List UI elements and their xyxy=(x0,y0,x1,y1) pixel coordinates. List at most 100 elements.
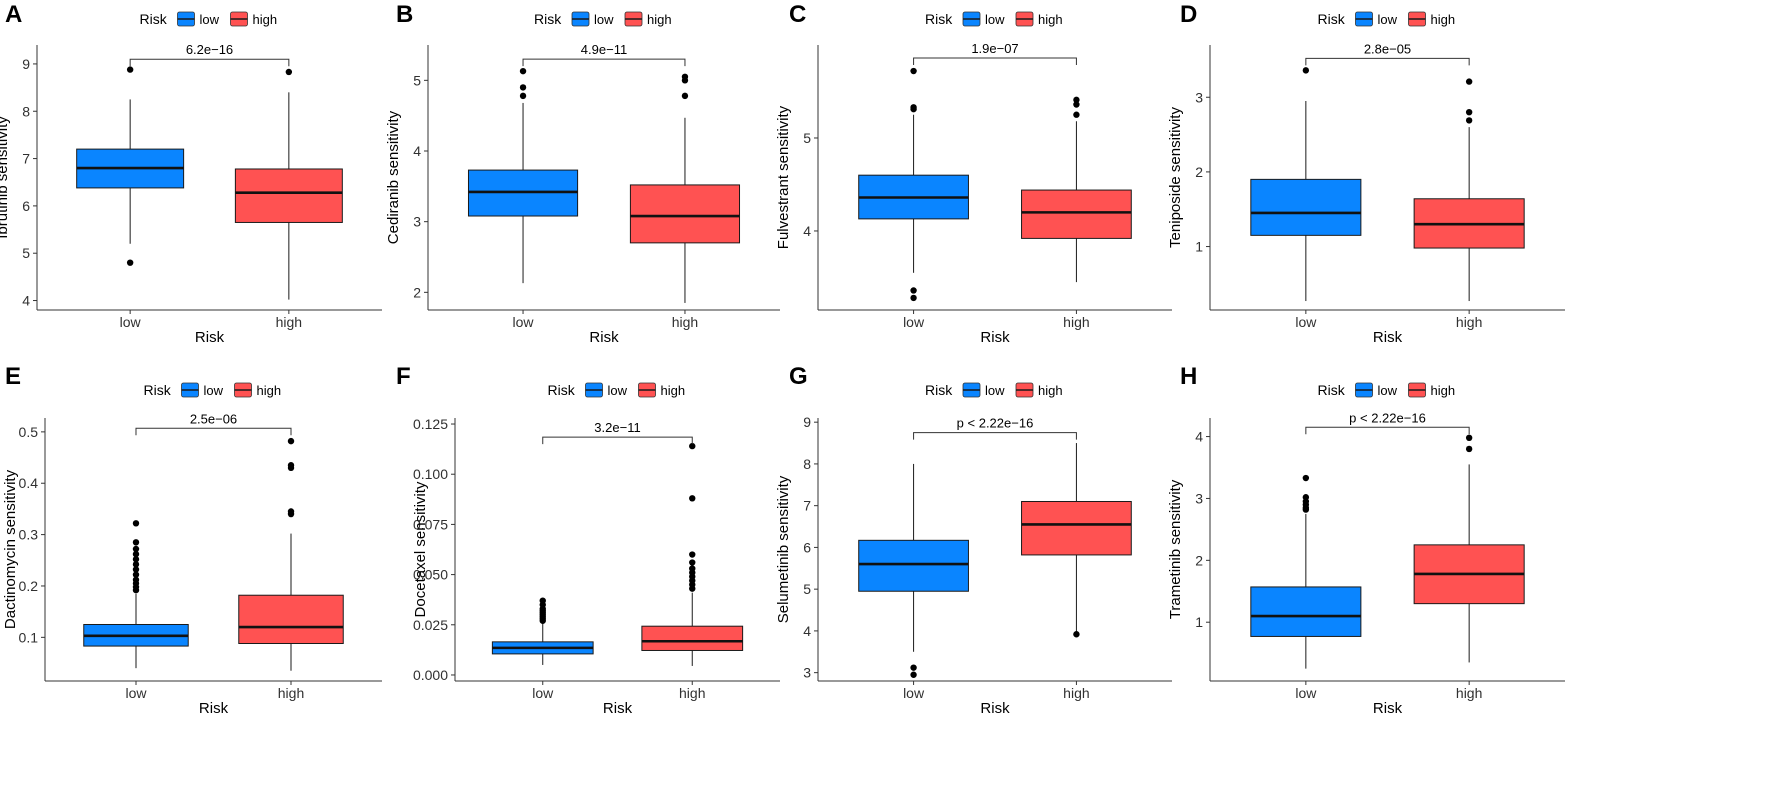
box-high xyxy=(641,442,744,666)
legend-label-low: low xyxy=(200,12,220,27)
outlier-point xyxy=(1302,506,1310,513)
significance-bracket xyxy=(913,57,1077,66)
y-tick-label: 5 xyxy=(803,130,811,146)
outlier-point xyxy=(132,566,140,573)
p-value-label: 3.2e−11 xyxy=(594,420,640,435)
outlier-point xyxy=(1465,108,1473,116)
x-tick-label-low: low xyxy=(125,685,147,701)
outlier-point xyxy=(132,539,140,546)
y-tick-label: 9 xyxy=(22,56,30,72)
outlier-point xyxy=(126,66,134,73)
outlier-point xyxy=(539,617,546,624)
x-axis-title: Risk xyxy=(1373,700,1403,717)
y-axis-title: Docetaxel sensitivity xyxy=(412,481,429,617)
outlier-point xyxy=(132,571,140,578)
significance-bracket xyxy=(542,436,693,445)
legend-title: Risk xyxy=(1318,11,1346,27)
legend-title: Risk xyxy=(534,11,562,27)
legend-label-low: low xyxy=(985,12,1005,27)
outlier-point xyxy=(132,550,140,558)
panel-letter: A xyxy=(5,1,22,28)
y-tick-label: 6 xyxy=(803,539,811,555)
outlier-point xyxy=(126,259,134,266)
x-axis-title: Risk xyxy=(1373,329,1403,346)
y-tick-label: 2 xyxy=(1195,552,1203,568)
outlier-point xyxy=(132,556,140,563)
y-tick-label: 5 xyxy=(22,245,30,261)
y-tick-label: 3 xyxy=(803,665,811,681)
outlier-point xyxy=(132,520,140,527)
box-iqr xyxy=(1021,189,1132,239)
y-tick-label: 0.125 xyxy=(413,416,448,432)
y-tick-label: 6 xyxy=(22,198,30,214)
box-low xyxy=(858,67,969,302)
y-tick-label: 3 xyxy=(1195,490,1203,506)
box-iqr xyxy=(641,625,744,651)
legend-label-low: low xyxy=(985,383,1005,398)
x-tick-label-high: high xyxy=(278,685,304,701)
y-tick-label: 4 xyxy=(413,143,421,159)
panel-d: D Risk low high 1 2 3 low high Risk Teniposide sen… xyxy=(1167,1,1565,346)
box-low xyxy=(76,66,185,266)
x-tick-label-low: low xyxy=(513,314,535,330)
outlier-point xyxy=(287,464,295,472)
panel-letter: E xyxy=(5,363,21,390)
outlier-point xyxy=(1073,111,1080,118)
y-tick-label: 1 xyxy=(1195,614,1203,630)
y-tick-label: 7 xyxy=(22,151,30,167)
y-tick-label: 5 xyxy=(803,581,811,597)
panel-c: C Risk low high 4 5 low high Risk Fulvestrant sen… xyxy=(775,1,1172,346)
legend-title: Risk xyxy=(1318,382,1346,398)
outlier-point xyxy=(1465,78,1473,85)
x-axis-title: Risk xyxy=(603,700,633,717)
x-axis-title: Risk xyxy=(980,700,1010,717)
y-axis-title: Ibrutinib sensitivity xyxy=(0,116,11,239)
y-tick-label: 4 xyxy=(803,223,811,239)
outlier-point xyxy=(910,67,917,75)
p-value-label: 6.2e−16 xyxy=(186,42,233,57)
outlier-point xyxy=(681,92,689,100)
x-tick-label-low: low xyxy=(532,685,554,701)
outlier-point xyxy=(910,664,917,671)
y-tick-label: 0.5 xyxy=(19,424,39,440)
y-tick-label: 0.050 xyxy=(413,567,448,583)
x-tick-label-low: low xyxy=(1295,314,1317,330)
significance-bracket xyxy=(129,58,290,67)
panel-letter: F xyxy=(396,363,411,390)
panel-a: A Risk low high 4 5 6 7 8 9 low high Risk Ibrutinib s… xyxy=(0,1,382,346)
y-tick-label: 0.1 xyxy=(19,629,39,645)
box-iqr xyxy=(1021,500,1132,556)
y-axis-title: Trametinib sensitivity xyxy=(1167,479,1184,619)
legend-label-low: low xyxy=(204,383,224,398)
x-tick-label-high: high xyxy=(1456,314,1482,330)
y-tick-label: 0.2 xyxy=(19,578,39,594)
outlier-point xyxy=(689,495,696,502)
y-tick-label: 0.4 xyxy=(19,475,39,491)
outlier-point xyxy=(681,77,689,84)
x-tick-label-high: high xyxy=(672,314,698,330)
y-tick-label: 3 xyxy=(1195,89,1203,105)
outlier-point xyxy=(910,671,917,678)
outlier-point xyxy=(910,287,917,294)
p-value-label: 1.9e−07 xyxy=(971,41,1018,56)
y-tick-label: 8 xyxy=(803,456,811,472)
y-tick-label: 4 xyxy=(1195,429,1203,445)
x-tick-label-high: high xyxy=(1063,685,1089,701)
outlier-point xyxy=(910,294,917,302)
box-high xyxy=(234,68,343,300)
x-tick-label-high: high xyxy=(276,314,302,330)
outlier-point xyxy=(689,559,696,566)
y-axis-title: Teniposide sensitivity xyxy=(1167,107,1184,248)
outlier-point xyxy=(910,105,917,113)
box-high xyxy=(238,437,344,671)
outlier-point xyxy=(1465,117,1473,124)
significance-bracket xyxy=(913,432,1077,440)
outlier-point xyxy=(132,561,140,568)
legend-label-low: low xyxy=(1378,383,1398,398)
panel-letter: C xyxy=(789,1,806,28)
outlier-point xyxy=(1073,96,1080,104)
outlier-point xyxy=(285,68,293,76)
panel-letter: B xyxy=(396,1,413,28)
y-tick-label: 0.100 xyxy=(413,466,448,482)
legend-label-high: high xyxy=(253,12,278,27)
